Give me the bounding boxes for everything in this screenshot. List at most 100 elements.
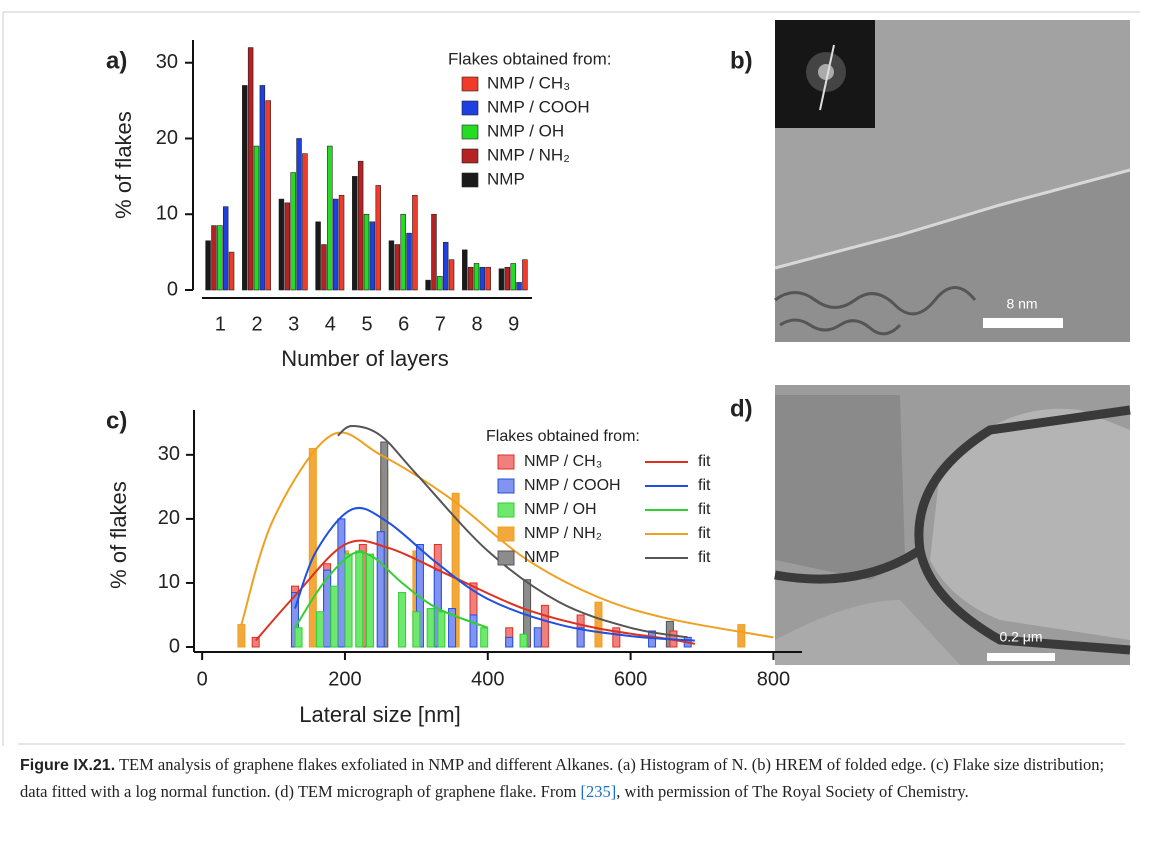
legend-label: NMP / OH [524, 501, 597, 518]
legend-title: Flakes obtained from: [448, 49, 611, 68]
bar [251, 636, 260, 648]
x-tick-label: 800 [757, 668, 790, 690]
bar [363, 213, 370, 291]
panel-label: a) [106, 47, 127, 74]
bar [376, 531, 385, 648]
bar [388, 240, 395, 291]
caption-label: Figure IX.21. [20, 757, 116, 774]
bar [540, 604, 549, 648]
bar [612, 627, 621, 648]
bar [426, 608, 435, 648]
legend-title: Flakes obtained from: [486, 428, 640, 445]
legend-label: NMP / NH₂ [524, 525, 602, 542]
x-tick-label: 8 [471, 313, 482, 335]
bar [332, 198, 339, 291]
legend-swatch [497, 502, 515, 518]
bar [352, 176, 358, 291]
fit-line [337, 425, 688, 639]
bar [222, 206, 229, 291]
y-tick-label: 30 [158, 443, 180, 465]
x-axis-label: Number of layers [281, 346, 449, 371]
bar [462, 249, 468, 291]
bar [321, 244, 327, 291]
x-tick-label: 3 [288, 313, 299, 335]
bar [315, 221, 321, 291]
caption-text: TEM analysis of graphene flakes exfoliat… [20, 755, 1105, 801]
legend-swatch [461, 172, 479, 188]
bar [344, 553, 353, 648]
fit-line [240, 431, 774, 639]
caption: Figure IX.21. TEM analysis of graphene f… [20, 752, 1125, 805]
legend-label: NMP / COOH [487, 97, 590, 116]
bar [448, 259, 455, 291]
x-tick-label: 600 [614, 668, 647, 690]
legend-label: NMP [487, 169, 525, 188]
bar [369, 221, 376, 291]
y-tick-label: 20 [158, 507, 180, 529]
x-tick-label: 1 [215, 313, 226, 335]
caption-text: , with permission of The Royal Society o… [616, 782, 969, 801]
bar [469, 614, 478, 648]
legend-label: NMP / OH [487, 121, 564, 140]
bar [259, 85, 266, 291]
bar [302, 153, 308, 291]
x-tick-label: 9 [508, 313, 519, 335]
bar [467, 266, 474, 291]
citation[interactable]: [235] [580, 782, 617, 801]
bar [315, 611, 324, 648]
x-tick-label: 0 [197, 668, 208, 690]
bar [576, 627, 585, 648]
bar [448, 608, 457, 648]
bar [425, 279, 431, 291]
legend-swatch [461, 124, 479, 140]
bar [308, 447, 317, 648]
scale-label: 8 nm [1006, 296, 1037, 312]
bar [398, 592, 407, 648]
bar [406, 232, 412, 291]
bar [479, 266, 486, 291]
bar [211, 225, 217, 291]
bar [412, 195, 418, 291]
bar [519, 633, 528, 648]
legend-swatch [497, 454, 515, 470]
x-tick-label: 4 [325, 313, 336, 335]
x-axis-label: Lateral size [nm] [299, 702, 460, 727]
bar [737, 624, 746, 648]
bar [394, 244, 401, 291]
bar [330, 585, 339, 648]
bar [437, 611, 446, 648]
bar [296, 138, 302, 291]
bar [437, 276, 443, 291]
y-tick-label: 10 [158, 571, 180, 593]
hrem-image [774, 20, 1131, 342]
x-tick-label: 6 [398, 313, 409, 335]
panel-label: d) [730, 395, 753, 422]
legend-swatch [497, 550, 515, 566]
bar [228, 251, 235, 291]
x-tick-label: 2 [251, 313, 262, 335]
y-tick-label: 0 [169, 635, 180, 657]
legend-label: NMP / CH₃ [524, 453, 602, 470]
bar [253, 145, 260, 291]
bar [375, 185, 381, 291]
bar [365, 553, 374, 648]
bar [431, 213, 437, 291]
scale-label: 0.2 μm [999, 629, 1042, 645]
bar [242, 85, 248, 291]
bar [533, 627, 542, 648]
legend-swatch [461, 100, 479, 116]
bar [294, 627, 303, 648]
bar [480, 627, 489, 648]
y-axis-label: % of flakes [111, 111, 136, 219]
legend-swatch [461, 76, 479, 92]
panel-label: c) [106, 407, 127, 434]
fit-line [294, 550, 489, 629]
legend-label: NMP / CH₃ [487, 73, 570, 92]
x-tick-label: 400 [471, 668, 504, 690]
legend-label: fit [698, 453, 711, 470]
bar [522, 259, 528, 291]
bar [237, 624, 246, 648]
legend-label: fit [698, 501, 711, 518]
panel-label: b) [730, 47, 753, 74]
